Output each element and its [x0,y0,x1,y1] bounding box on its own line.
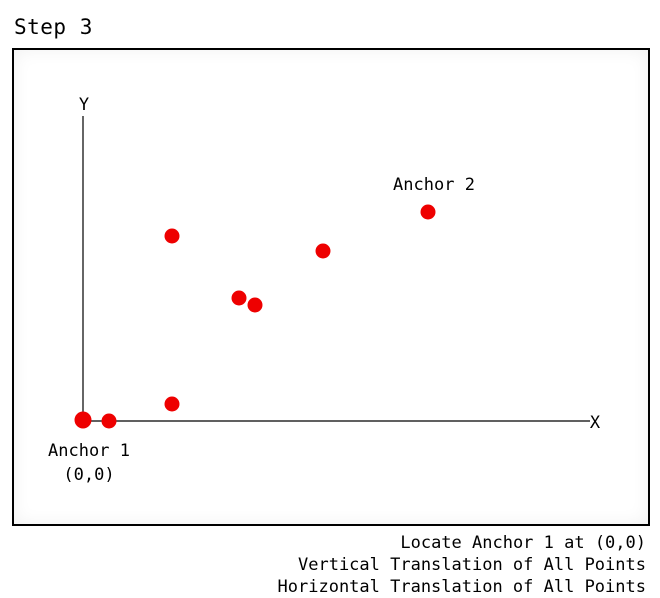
anchor2-label: Anchor 2 [393,175,475,195]
point-p2 [164,396,180,412]
y-axis-label: Y [79,95,89,115]
point-p5 [247,297,263,313]
x-axis-label: X [590,413,601,433]
caption: Locate Anchor 1 at (0,0) Vertical Transl… [278,532,646,598]
anchor1-label: Anchor 1 [48,441,130,461]
point-p4 [231,290,247,306]
point-p3 [164,228,180,244]
caption-line-3: Horizontal Translation of All Points [277,577,646,597]
point-p1 [101,413,117,429]
point-p6 [315,243,331,259]
points-layer [74,204,436,429]
caption-line-1: Locate Anchor 1 at (0,0) [400,533,646,553]
caption-line-2: Vertical Translation of All Points [298,555,646,575]
point-anchor1 [74,411,92,429]
point-anchor2 [420,204,436,220]
step-title: Step 3 [14,15,93,39]
anchor1-coordinate: (0,0) [63,465,114,485]
diagram-frame [12,48,650,526]
